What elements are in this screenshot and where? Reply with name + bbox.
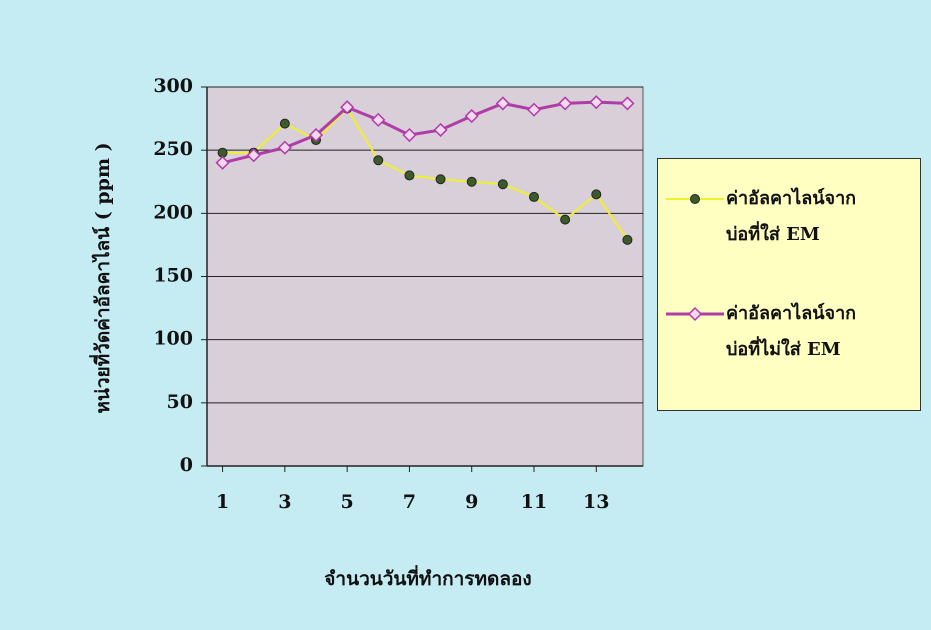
point-marker bbox=[279, 118, 290, 129]
point-marker bbox=[558, 96, 573, 111]
point-marker bbox=[371, 112, 386, 127]
point-marker bbox=[373, 155, 384, 166]
point-marker bbox=[404, 170, 415, 181]
point-marker bbox=[690, 194, 700, 204]
x-tick-label: 13 bbox=[583, 491, 609, 513]
legend-label: ค่าอัลคาไลน์จาก บ่อที่ไม่ใส่ EM bbox=[726, 303, 857, 360]
point-marker bbox=[308, 127, 324, 143]
legend-markers bbox=[666, 194, 724, 322]
point-marker bbox=[246, 148, 261, 163]
x-tick-label: 9 bbox=[465, 491, 478, 513]
y-tick-label: 200 bbox=[153, 201, 193, 223]
y-tick-label: 100 bbox=[153, 328, 193, 350]
y-tick-label: 300 bbox=[153, 75, 193, 97]
point-marker bbox=[435, 174, 446, 185]
point-marker bbox=[687, 306, 703, 322]
point-marker bbox=[495, 96, 510, 111]
point-marker bbox=[529, 191, 539, 202]
point-marker bbox=[591, 189, 602, 200]
point-marker bbox=[560, 214, 571, 225]
y-axis-title: หน่วยที่วัดค่าอัลคาไลน์ ( ppm ) bbox=[89, 142, 114, 413]
point-marker bbox=[620, 96, 635, 111]
y-tick-label: 0 bbox=[180, 454, 193, 476]
y-tick-label: 250 bbox=[153, 138, 193, 160]
point-marker bbox=[497, 179, 508, 190]
x-tick-label: 5 bbox=[341, 491, 354, 513]
point-marker bbox=[464, 108, 479, 124]
point-marker bbox=[466, 176, 477, 187]
x-tick-label: 1 bbox=[216, 491, 229, 513]
point-marker bbox=[433, 122, 448, 138]
point-marker bbox=[402, 127, 417, 143]
y-tick-label: 50 bbox=[167, 391, 193, 413]
x-axis-title: จำนวนวันที่ทำการทดลอง bbox=[324, 565, 531, 590]
series-line bbox=[222, 106, 629, 241]
legend: ค่าอัลคาไลน์จาก บ่อที่ใส่ EM ค่าอัลคาไลน์… bbox=[657, 158, 921, 411]
y-tick-label: 150 bbox=[153, 265, 193, 287]
x-tick-label: 7 bbox=[403, 491, 416, 513]
point-marker bbox=[526, 102, 542, 117]
x-tick-label: 11 bbox=[521, 491, 547, 513]
legend-label: ค่าอัลคาไลน์จาก บ่อที่ใส่ EM bbox=[726, 188, 857, 245]
point-marker bbox=[215, 155, 230, 170]
x-tick-label: 3 bbox=[278, 491, 291, 513]
point-marker bbox=[277, 140, 292, 155]
point-marker bbox=[589, 95, 604, 110]
point-marker bbox=[340, 100, 355, 115]
point-marker bbox=[622, 234, 633, 245]
